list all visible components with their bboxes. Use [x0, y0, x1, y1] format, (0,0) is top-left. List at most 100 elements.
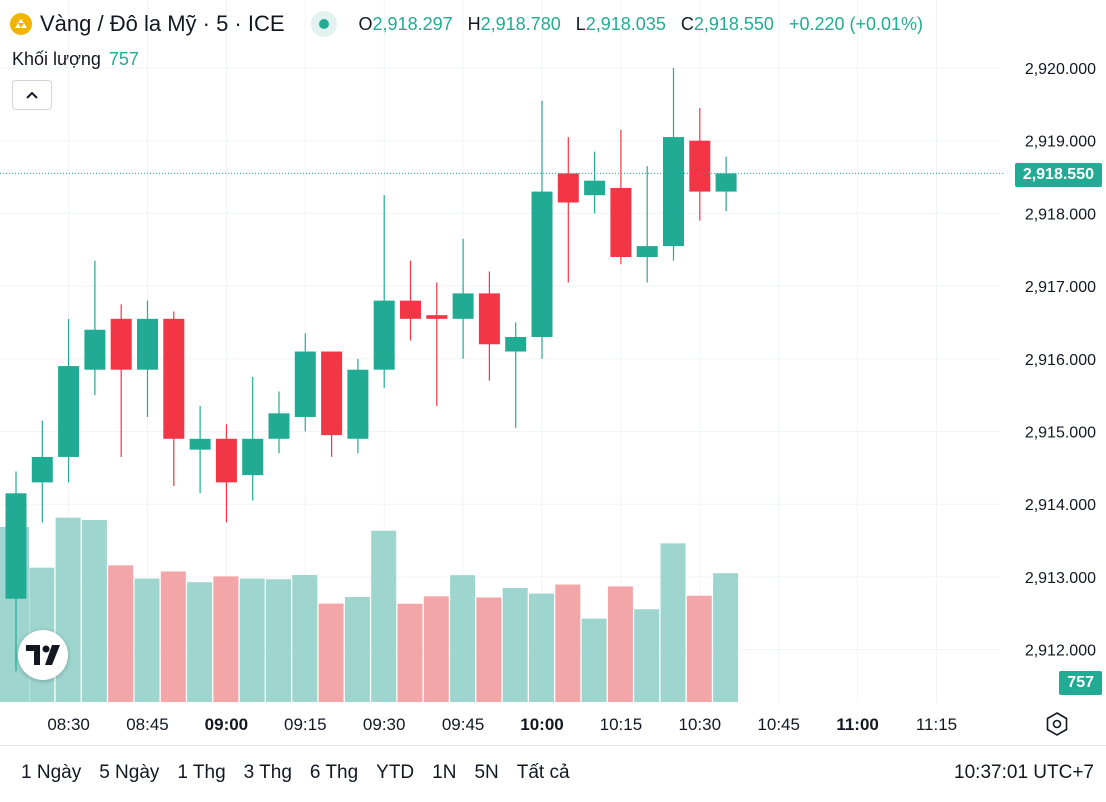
- tradingview-logo-icon[interactable]: [18, 630, 68, 680]
- close-label: C: [680, 13, 694, 34]
- candle-body: [610, 187, 632, 258]
- last-price-label: 2,918.550: [1014, 163, 1102, 187]
- change-value: +0.220 (+0.01%): [788, 13, 924, 34]
- candle-body: [715, 173, 737, 192]
- candle-body: [584, 180, 606, 196]
- range-button[interactable]: 6 Thg: [309, 762, 359, 783]
- candle-body: [426, 315, 448, 319]
- volume-bar: [607, 586, 633, 702]
- gear-icon[interactable]: [1044, 711, 1070, 737]
- last-volume-label: 757: [1059, 671, 1102, 695]
- range-button[interactable]: 3 Thg: [243, 762, 292, 783]
- candle-body: [242, 438, 264, 476]
- range-button[interactable]: 5 Ngày: [99, 762, 160, 783]
- date-range-selector: 1 Ngày 5 Ngày 1 Thg 3 Thg 6 Thg YTD 1N 5N Tất cả: [12, 762, 579, 784]
- candle-body: [294, 351, 316, 417]
- price-tick-label: 2,913.000: [1025, 570, 1096, 587]
- price-tick-label: 2,916.000: [1025, 352, 1096, 369]
- price-tick-label: 2,918.000: [1025, 206, 1096, 223]
- volume-bar: [450, 575, 476, 702]
- time-tick-label: 08:45: [126, 715, 169, 734]
- volume-label: Khối lượng: [12, 49, 101, 69]
- open-label: O: [358, 13, 373, 34]
- volume-bar: [529, 593, 554, 702]
- volume-bar: [660, 543, 686, 702]
- candle-body: [189, 438, 211, 450]
- volume-bar: [81, 520, 107, 702]
- open-value: 2,918.297: [372, 13, 453, 34]
- volume-bar: [423, 596, 449, 702]
- candle-body: [689, 140, 711, 192]
- volume-bar: [134, 578, 160, 702]
- price-tick-label: 2,917.000: [1025, 279, 1096, 296]
- close-value: 2,918.550: [693, 13, 774, 34]
- price-axis[interactable]: 2,920.000 2,919.000 2,918.000 2,917.000 2,91…: [1025, 61, 1096, 660]
- time-tick-label: 10:15: [600, 715, 643, 734]
- range-button[interactable]: 1 Thg: [177, 762, 226, 783]
- candle-body: [347, 369, 369, 439]
- range-button[interactable]: 1N: [432, 762, 457, 783]
- price-tick-label: 2,915.000: [1025, 425, 1096, 442]
- candle-body: [5, 493, 27, 599]
- ohlc-values: O2,918.297 H2,918.780 L2,918.035 C2,918.…: [359, 14, 924, 35]
- time-tick-label: 08:30: [47, 715, 90, 734]
- volume-bar: [581, 618, 607, 702]
- price-tick-label: 2,914.000: [1025, 497, 1096, 514]
- volume-bar: [502, 587, 528, 702]
- range-button[interactable]: YTD: [376, 762, 415, 783]
- low-value: 2,918.035: [585, 13, 666, 34]
- candle-body: [137, 318, 158, 370]
- candle-body: [268, 413, 290, 439]
- price-chart[interactable]: 2,920.000 2,919.000 2,918.000 2,917.000 2,91…: [0, 0, 1106, 745]
- volume-bar: [55, 517, 81, 702]
- time-tick-label: 09:45: [442, 715, 485, 734]
- candle-body: [31, 456, 53, 483]
- time-tick-label: 09:30: [363, 715, 406, 734]
- candle-body: [163, 318, 185, 439]
- range-button[interactable]: 1 Ngày: [21, 762, 82, 783]
- candle-body: [636, 246, 658, 258]
- volume-bar: [160, 571, 186, 702]
- candle-body: [110, 318, 132, 370]
- time-tick-label: 11:15: [916, 715, 957, 734]
- candle-body: [478, 293, 500, 345]
- price-tick-label: 2,919.000: [1025, 134, 1096, 151]
- candle-body: [663, 137, 684, 247]
- low-label: L: [575, 13, 586, 34]
- time-tick-label: 11:00: [836, 715, 879, 734]
- volume-bar: [318, 603, 344, 702]
- gold-bars-icon[interactable]: [10, 13, 32, 35]
- range-button[interactable]: Tất cả: [516, 762, 570, 783]
- volume-legend[interactable]: Khối lượng 757: [12, 49, 139, 70]
- candlesticks: [5, 68, 737, 672]
- clock-timezone[interactable]: 10:37:01 UTC+7: [954, 762, 1094, 783]
- volume-bar: [713, 573, 739, 702]
- candle-body: [373, 300, 395, 370]
- time-tick-label: 09:15: [284, 715, 327, 734]
- range-button[interactable]: 5N: [474, 762, 499, 783]
- high-value: 2,918.780: [480, 13, 561, 34]
- time-tick-label: 10:30: [679, 715, 722, 734]
- collapse-legend-button[interactable]: [12, 80, 52, 110]
- candle-body: [84, 329, 106, 370]
- time-tick-label: 09:00: [205, 715, 248, 734]
- volume-bar: [187, 582, 213, 702]
- volume-bars: [0, 517, 739, 702]
- market-status-icon[interactable]: [310, 11, 337, 37]
- volume-bar: [239, 578, 265, 702]
- volume-value: 757: [108, 49, 139, 69]
- symbol-title[interactable]: Vàng / Đô la Mỹ · 5 · ICE: [40, 11, 285, 36]
- candle-body: [505, 336, 527, 352]
- volume-bar: [371, 530, 397, 702]
- volume-bar: [634, 609, 660, 702]
- candle-body: [531, 191, 553, 337]
- candle-body: [215, 438, 237, 483]
- volume-bar: [397, 603, 423, 702]
- chevron-up-icon: [26, 91, 38, 99]
- candle-body: [400, 300, 421, 319]
- time-axis[interactable]: 08:30 08:45 09:00 09:15 09:30 09:45 10:00 10:15…: [47, 715, 957, 734]
- candle-body: [321, 351, 343, 436]
- candle-body: [557, 173, 579, 203]
- time-tick-label: 10:45: [757, 715, 800, 734]
- volume-bar: [555, 584, 581, 702]
